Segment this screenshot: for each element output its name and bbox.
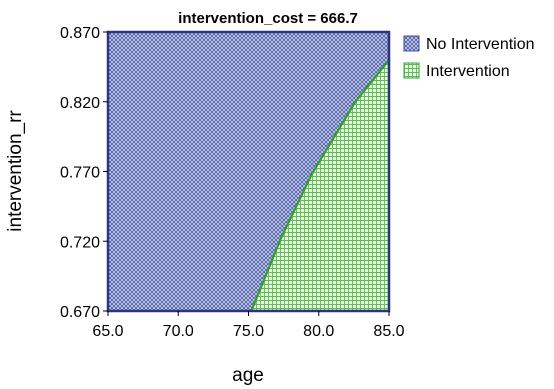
legend: No Intervention Intervention — [403, 35, 535, 80]
x-axis-title: age — [232, 365, 264, 386]
legend-swatch-no-intervention — [403, 35, 420, 52]
legend-swatch-intervention — [403, 62, 420, 79]
plot-area — [106, 30, 391, 313]
legend-item-no-intervention: No Intervention — [403, 35, 535, 53]
legend-item-intervention: Intervention — [403, 62, 510, 80]
region-no-intervention — [108, 32, 389, 311]
y-tick-label: 0.720 — [60, 234, 100, 251]
x-tick-label: 65.0 — [92, 323, 123, 340]
legend-label-no-intervention: No Intervention — [426, 36, 535, 53]
y-tick-label: 0.670 — [60, 304, 100, 321]
y-axis-title: intervention_rr — [5, 110, 26, 232]
x-tick-label: 70.0 — [163, 323, 194, 340]
legend-label-intervention: Intervention — [426, 63, 510, 80]
x-axis-ticks: 65.0 70.0 75.0 80.0 85.0 — [92, 311, 405, 340]
y-tick-label: 0.870 — [60, 25, 100, 42]
region-intervention — [251, 59, 389, 312]
y-axis-ticks: 0.670 0.720 0.770 0.820 0.870 — [60, 25, 108, 321]
x-tick-label: 75.0 — [233, 323, 264, 340]
x-tick-label: 85.0 — [373, 323, 404, 340]
y-tick-label: 0.770 — [60, 165, 100, 182]
x-tick-label: 80.0 — [303, 323, 334, 340]
y-tick-label: 0.820 — [60, 95, 100, 112]
chart-title: intervention_cost = 666.7 — [178, 10, 358, 27]
